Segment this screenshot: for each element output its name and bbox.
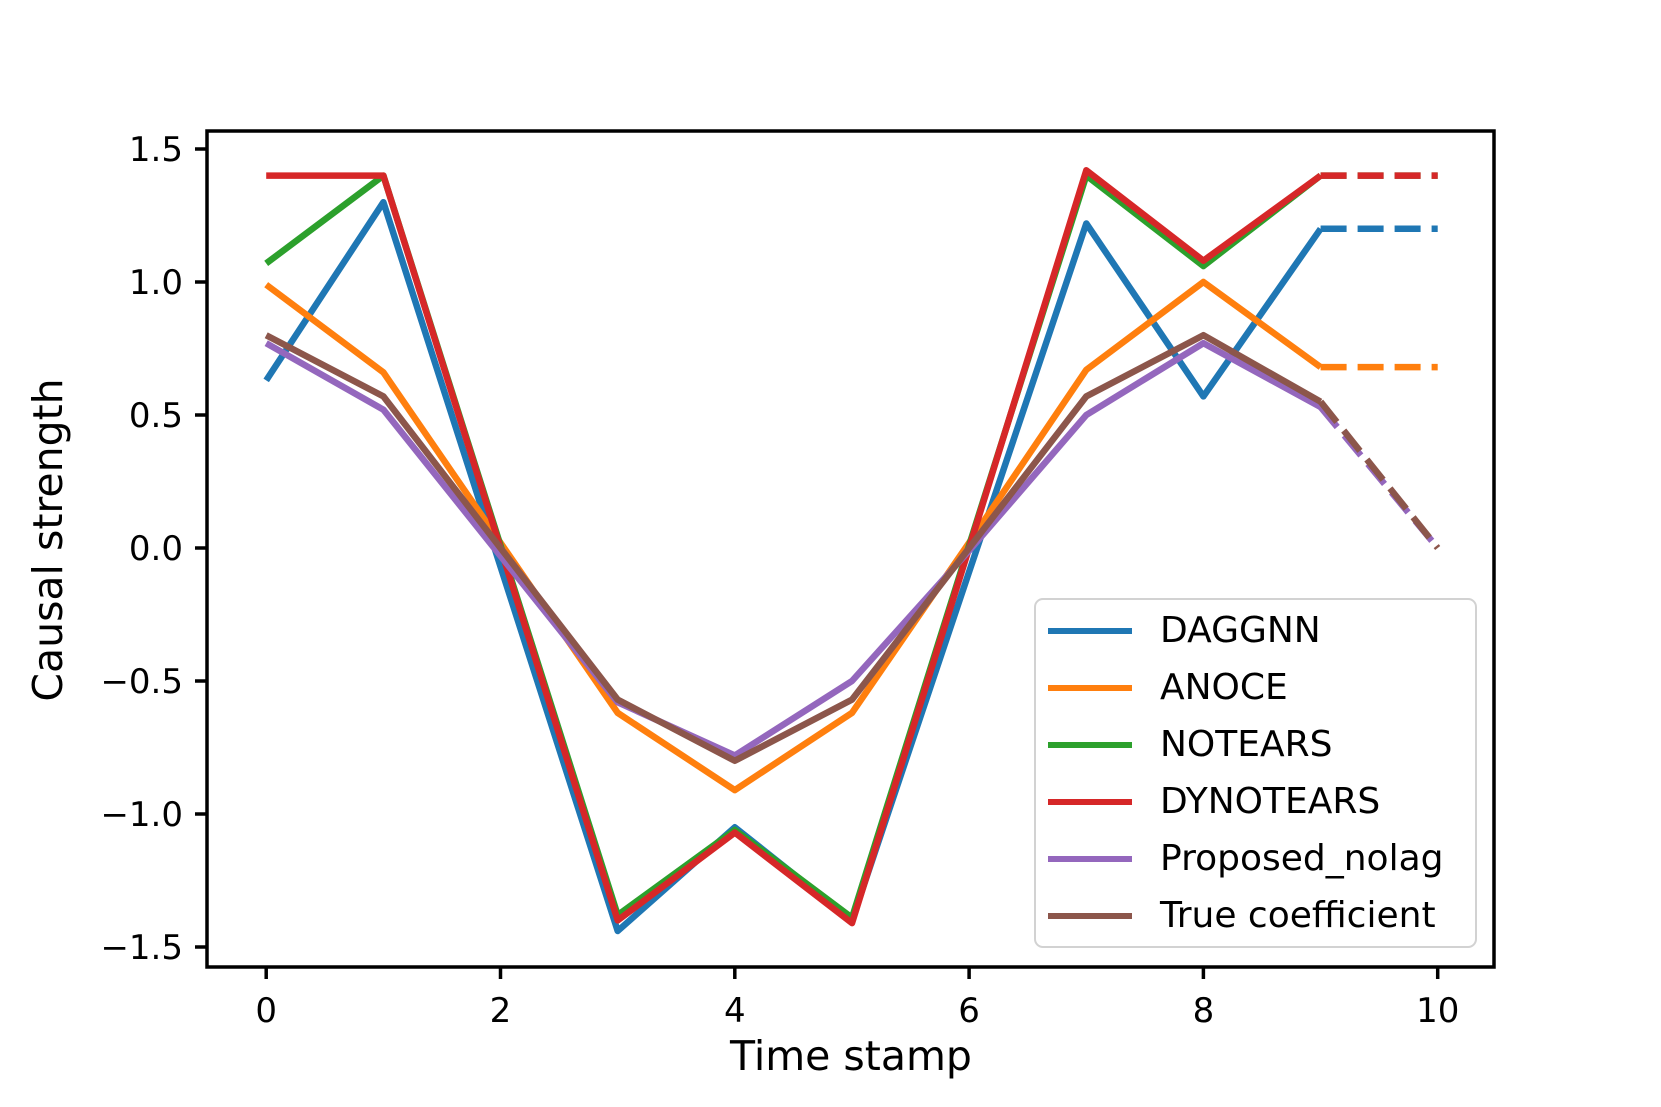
x-tick-label: 2: [490, 991, 512, 1031]
legend-item-label: NOTEARS: [1160, 723, 1333, 765]
series-line-solid-dynotears: [266, 167, 1323, 927]
x-axis-label: Time stamp: [729, 1032, 972, 1080]
series-lines: [263, 167, 1441, 935]
legend-item-label: Proposed_nolag: [1160, 837, 1444, 879]
legend-item-daggnn: DAGGNN: [1036, 602, 1475, 659]
legend-item-notears: NOTEARS: [1036, 716, 1475, 773]
y-axis-ticks: 1.5 1.0 0.5 0.0 −0.5 −1.0 −1.5: [100, 130, 207, 968]
y-tick-label: −1.0: [100, 795, 183, 835]
y-tick-label: −0.5: [100, 662, 183, 702]
x-tick-label: 8: [1193, 991, 1215, 1031]
legend-line-swatch: [1048, 627, 1132, 634]
x-axis-ticks: 0 2 4 6 8 10: [255, 967, 1459, 1031]
y-tick-label: 1.5: [129, 130, 183, 170]
legend-line-swatch: [1048, 684, 1132, 691]
legend-line-swatch: [1048, 741, 1132, 748]
legend-line-swatch: [1048, 855, 1132, 862]
legend-item-label: DYNOTEARS: [1160, 780, 1381, 822]
y-tick-label: −1.5: [100, 928, 183, 968]
y-axis-label: Causal strength: [24, 378, 72, 701]
y-tick-label: 0.0: [129, 529, 183, 569]
legend-item-dynotears: DYNOTEARS: [1036, 773, 1475, 830]
legend-line-swatch: [1048, 912, 1132, 919]
x-tick-label: 6: [958, 991, 980, 1031]
series-line-solid-anoce: [264, 278, 1323, 794]
legend-item-label: True coefficient: [1160, 894, 1436, 936]
series-line-dashed-true-coefficient: [1318, 399, 1441, 551]
x-tick-label: 4: [724, 991, 746, 1031]
series-line-solid-proposed-nolag: [264, 339, 1323, 759]
legend: DAGGNN ANOCE NOTEARS DYNOTEARS Proposed_…: [1034, 598, 1477, 948]
legend-line-swatch: [1048, 798, 1132, 805]
legend-item-label: ANOCE: [1160, 666, 1288, 708]
legend-item-label: DAGGNN: [1160, 609, 1321, 651]
legend-item-proposed-nolag: Proposed_nolag: [1036, 830, 1475, 887]
x-tick-label: 0: [255, 991, 277, 1031]
y-tick-label: 0.5: [129, 396, 183, 436]
legend-item-anoce: ANOCE: [1036, 659, 1475, 716]
x-tick-label: 10: [1416, 991, 1459, 1031]
y-tick-label: 1.0: [129, 263, 183, 303]
series-line-solid-true-coefficient: [264, 331, 1323, 765]
legend-item-true-coefficient: True coefficient: [1036, 887, 1475, 944]
